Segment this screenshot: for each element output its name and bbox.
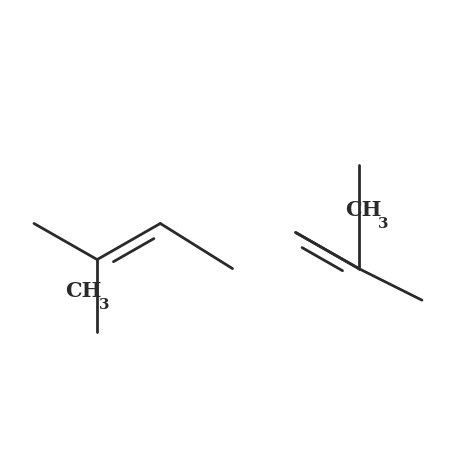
Text: CH: CH bbox=[345, 200, 382, 220]
Text: 3: 3 bbox=[99, 298, 109, 312]
Text: CH: CH bbox=[66, 281, 102, 301]
Text: 3: 3 bbox=[379, 217, 389, 231]
